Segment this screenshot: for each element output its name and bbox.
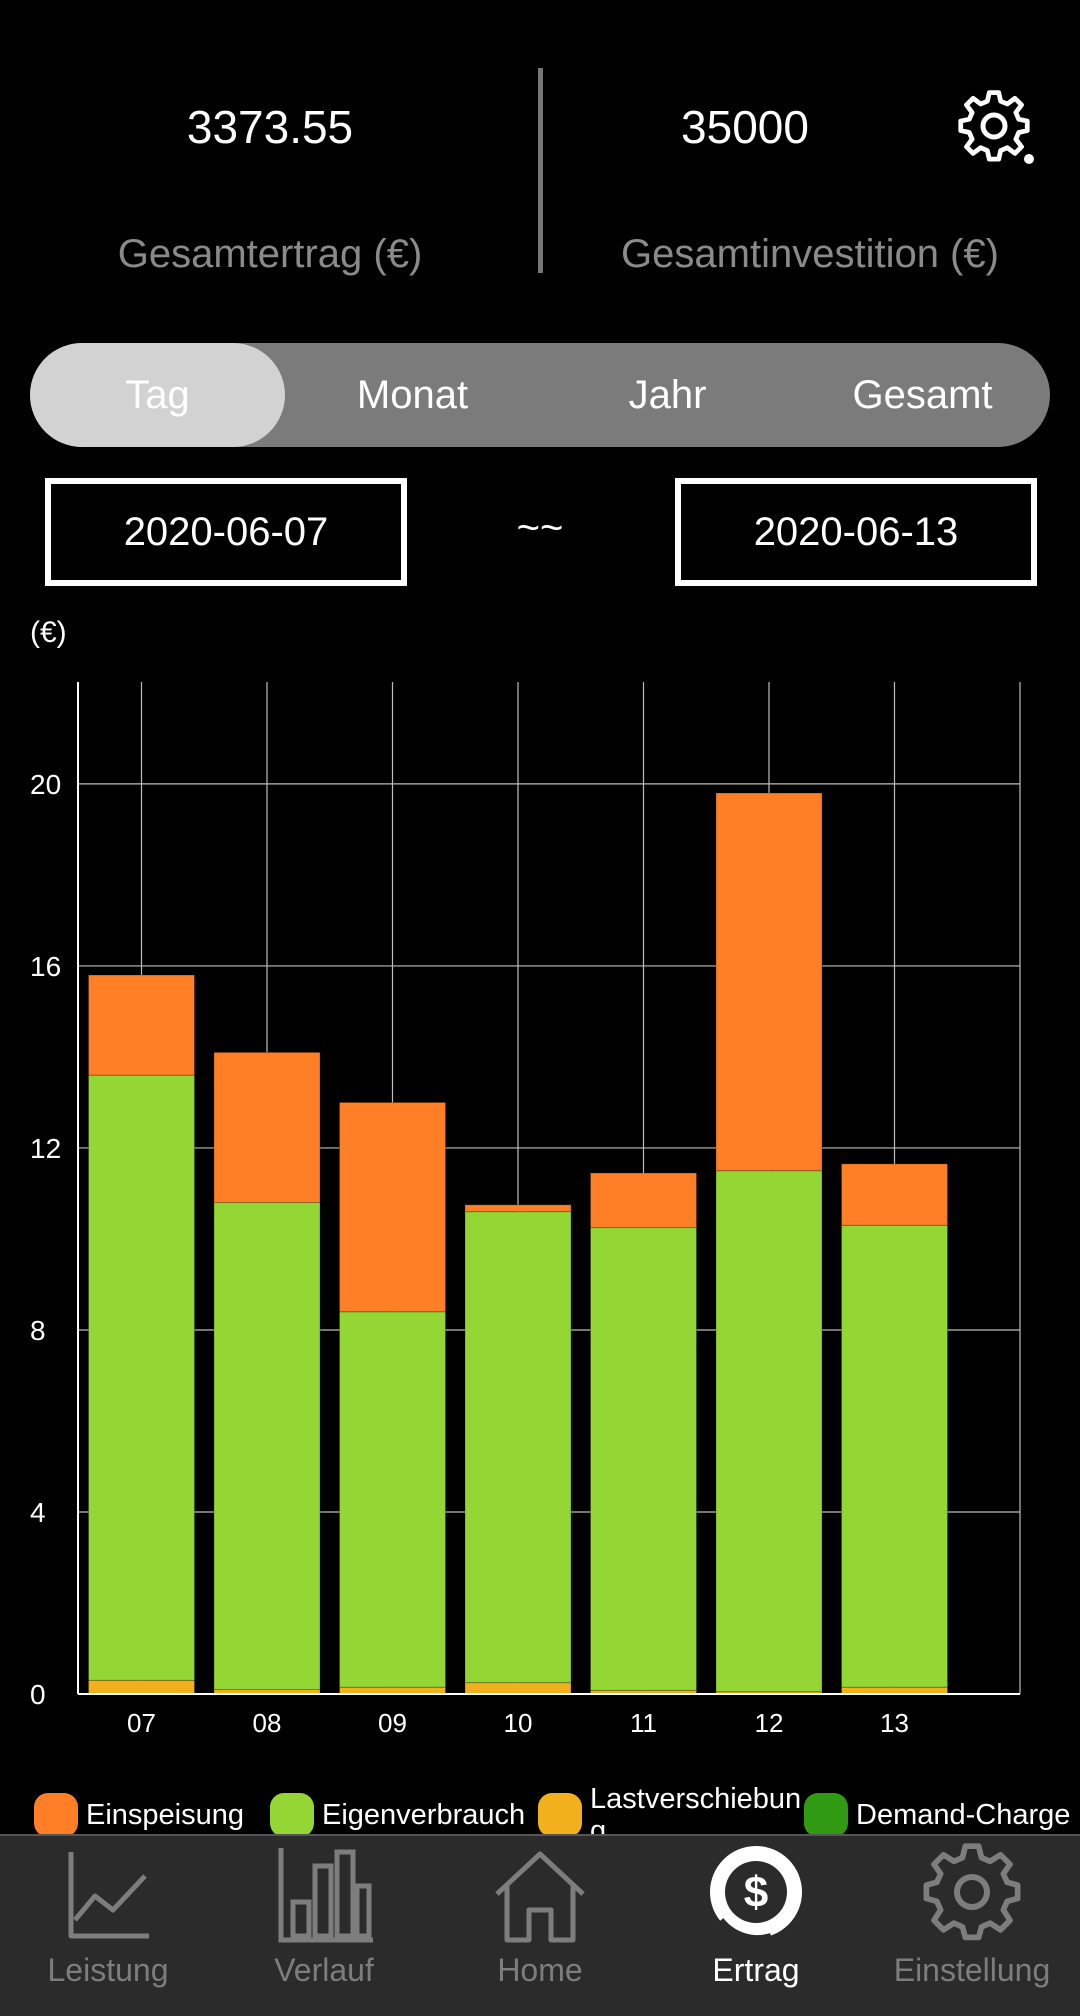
yield-bar-chart: 0 4 8 12 16 20 07 08 09 10 11 12 13 — [30, 682, 1021, 1738]
y-tick-label: 8 — [30, 1315, 46, 1346]
y-axis-unit: (€) — [30, 616, 67, 649]
home-icon — [495, 1851, 585, 1943]
x-tick-label: 07 — [127, 1708, 156, 1738]
svg-text:$: $ — [744, 1868, 768, 1917]
legend-swatch-eigenverbrauch — [270, 1793, 314, 1837]
bar-segment-einspeisung — [590, 1172, 697, 1229]
y-tick-label: 16 — [30, 951, 61, 982]
dollar-icon: $ — [710, 1846, 802, 1941]
bar-segment-eigenverbrauch — [841, 1224, 948, 1688]
legend-item-einspeisung[interactable]: Einspeisung — [34, 1780, 244, 1850]
legend-swatch-lastverschiebung — [538, 1793, 582, 1837]
bottom-navigation: Leistung Verlauf Home — [0, 1834, 1080, 2016]
date-range-separator: ~~ — [516, 506, 564, 550]
bar-segment-eigenverbrauch — [88, 1074, 195, 1681]
legend-label: Einspeisung — [86, 1799, 244, 1831]
nav-label-leistung: Leistung — [47, 1952, 169, 1988]
bar-segment-lastverschiebung — [88, 1679, 195, 1695]
bar-segment-eigenverbrauch — [339, 1311, 446, 1688]
end-date-field[interactable]: 2020-06-13 — [675, 478, 1037, 586]
gear-icon — [958, 90, 1034, 164]
nav-einstellung[interactable]: Einstellung — [864, 1836, 1080, 2016]
nav-label-einstellung: Einstellung — [893, 1952, 1051, 1988]
legend-swatch-demand-charge — [804, 1793, 848, 1837]
legend-label: Eigenverbrauch — [322, 1799, 526, 1831]
y-tick-label: 20 — [30, 769, 61, 800]
settings-icon — [923, 1843, 1021, 1941]
bar-chart-icon — [278, 1848, 373, 1943]
bar-segment-lastverschiebung — [841, 1686, 948, 1695]
x-tick-label: 09 — [378, 1708, 407, 1738]
bar-segment-eigenverbrauch — [590, 1227, 697, 1691]
tab-tag[interactable]: Tag — [30, 343, 285, 447]
nav-home[interactable]: Home — [432, 1836, 648, 2016]
x-tick-label: 08 — [253, 1708, 282, 1738]
legend-label: Demand-Charge — [856, 1799, 1071, 1831]
bar-segment-einspeisung — [841, 1163, 948, 1226]
y-tick-label: 0 — [30, 1679, 46, 1710]
legend-swatch-einspeisung — [34, 1793, 78, 1837]
nav-ertrag[interactable]: $ Ertrag — [648, 1836, 864, 2016]
tab-jahr[interactable]: Jahr — [628, 372, 707, 417]
bar-segment-einspeisung — [88, 974, 195, 1076]
bar-segment-lastverschiebung — [464, 1682, 572, 1695]
total-investment-label: Gesamtinvestition (€) — [621, 232, 999, 276]
total-yield-value: 3373.55 — [186, 101, 354, 153]
legend-item-eigenverbrauch[interactable]: Eigenverbrauch — [270, 1780, 525, 1850]
nav-leistung[interactable]: Leistung — [0, 1836, 216, 2016]
legend-label: Lastverschiebun g — [590, 1783, 802, 1847]
bar-segment-eigenverbrauch — [715, 1170, 823, 1693]
nav-verlauf[interactable]: Verlauf — [216, 1836, 432, 2016]
y-tick-label: 12 — [30, 1133, 61, 1164]
nav-label-ertrag: Ertrag — [712, 1952, 800, 1988]
x-tick-label: 12 — [755, 1708, 784, 1738]
bar-segment-einspeisung — [213, 1051, 321, 1204]
nav-label-home: Home — [497, 1952, 583, 1988]
nav-label-verlauf: Verlauf — [274, 1952, 374, 1988]
tab-gesamt[interactable]: Gesamt — [852, 372, 993, 417]
period-tabs: Tag Monat Jahr Gesamt — [30, 343, 1050, 447]
bar-segment-einspeisung — [339, 1101, 446, 1313]
x-tick-label: 11 — [630, 1708, 657, 1738]
x-tick-label: 13 — [880, 1708, 909, 1738]
line-chart-icon — [68, 1852, 149, 1939]
start-date-field[interactable]: 2020-06-07 — [45, 478, 407, 586]
chart-legend: Einspeisung Eigenverbrauch Lastverschieb… — [34, 1780, 1074, 1850]
settings-button[interactable] — [956, 88, 1036, 168]
y-tick-label: 4 — [30, 1497, 46, 1528]
bar-segment-lastverschiebung — [339, 1686, 446, 1695]
bar-segment-einspeisung — [715, 792, 823, 1172]
bar-segment-einspeisung — [464, 1204, 572, 1213]
x-tick-label: 10 — [504, 1708, 533, 1738]
total-yield-label: Gesamtertrag (€) — [117, 232, 423, 276]
bar-segment-eigenverbrauch — [464, 1211, 572, 1684]
header-divider — [538, 68, 543, 273]
legend-item-lastverschiebung[interactable]: Lastverschiebun g — [538, 1780, 801, 1850]
tab-monat[interactable]: Monat — [356, 372, 469, 417]
total-investment-value: 35000 — [681, 101, 809, 153]
bar-segment-eigenverbrauch — [213, 1202, 321, 1690]
legend-item-demand-charge[interactable]: Demand-Charge — [804, 1780, 1070, 1850]
